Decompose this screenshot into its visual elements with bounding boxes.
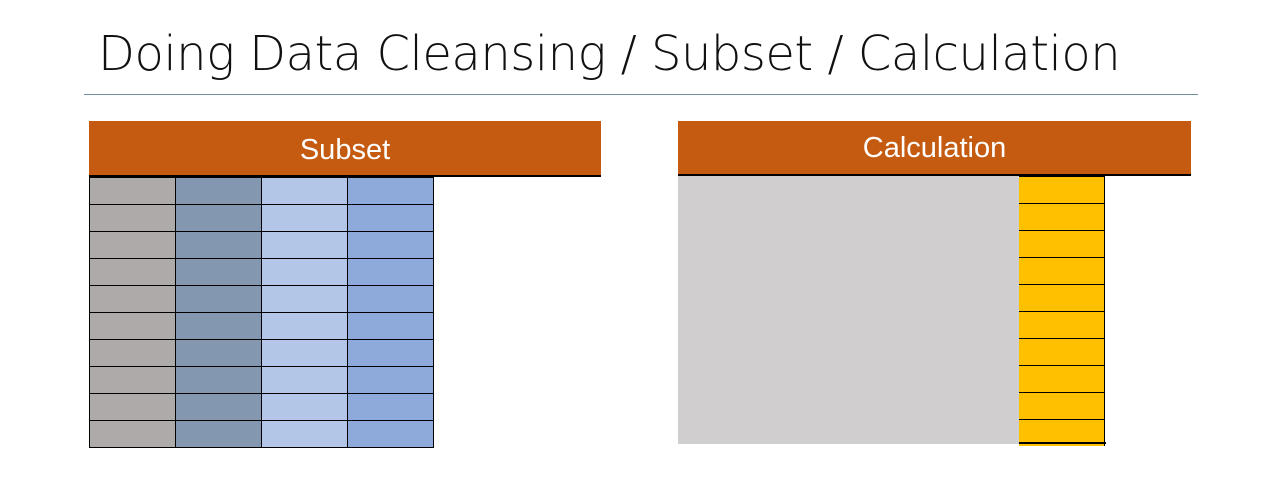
subset-cell	[261, 366, 348, 394]
subset-cell	[347, 258, 434, 286]
subset-cell	[175, 393, 262, 421]
subset-row	[89, 177, 434, 205]
subset-cell	[261, 285, 348, 313]
result-cell	[1019, 338, 1105, 366]
calculation-source-block	[678, 176, 1019, 444]
subset-cell	[89, 285, 176, 313]
subset-row	[89, 420, 434, 448]
result-cell	[1019, 419, 1105, 446]
result-row	[1019, 338, 1105, 366]
subset-cell	[89, 177, 176, 205]
subset-cell	[261, 258, 348, 286]
subset-cell	[347, 231, 434, 259]
subset-cell	[261, 204, 348, 232]
subset-cell	[175, 231, 262, 259]
subset-cell	[261, 312, 348, 340]
subset-cell	[175, 204, 262, 232]
subset-row	[89, 366, 434, 394]
result-cell	[1019, 311, 1105, 339]
subset-cell	[347, 312, 434, 340]
result-row	[1019, 203, 1105, 231]
result-row	[1019, 284, 1105, 312]
subset-row	[89, 312, 434, 340]
result-cell	[1019, 203, 1105, 231]
subset-cell	[261, 393, 348, 421]
subset-row	[89, 339, 434, 367]
subset-cell	[175, 366, 262, 394]
result-cell	[1019, 257, 1105, 285]
subset-cell	[89, 258, 176, 286]
subset-cell	[89, 339, 176, 367]
result-cell	[1019, 176, 1105, 204]
subset-row	[89, 258, 434, 286]
subset-cell	[261, 420, 348, 448]
subset-cell	[89, 393, 176, 421]
subset-cell	[347, 204, 434, 232]
subset-cell	[175, 420, 262, 448]
subset-cell	[347, 420, 434, 448]
result-row	[1019, 176, 1105, 204]
result-row	[1019, 257, 1105, 285]
calculation-header-underline	[678, 174, 1191, 176]
result-row	[1019, 311, 1105, 339]
subset-row	[89, 393, 434, 421]
result-cell	[1019, 392, 1105, 420]
subset-cell	[347, 177, 434, 205]
subset-row	[89, 231, 434, 259]
subset-cell	[261, 231, 348, 259]
subset-row	[89, 285, 434, 313]
calculation-result-column	[1019, 176, 1105, 446]
subset-cell	[347, 393, 434, 421]
result-row	[1019, 392, 1105, 420]
subset-cell	[347, 285, 434, 313]
subset-cell	[347, 339, 434, 367]
result-column-bottom	[1019, 442, 1106, 444]
subset-cell	[175, 258, 262, 286]
subset-header-label: Subset	[299, 134, 391, 166]
subset-cell	[175, 177, 262, 205]
subset-cell	[347, 366, 434, 394]
slide-title: Doing Data Cleansing / Subset / Calculat…	[98, 26, 1121, 82]
subset-cell	[261, 339, 348, 367]
title-divider	[84, 94, 1198, 95]
subset-cell	[175, 285, 262, 313]
result-cell	[1019, 230, 1105, 258]
subset-cell	[261, 177, 348, 205]
calculation-header: Calculation	[678, 121, 1191, 175]
subset-cell	[89, 312, 176, 340]
result-row	[1019, 365, 1105, 393]
calculation-header-label: Calculation	[862, 132, 1007, 164]
subset-cell	[175, 339, 262, 367]
subset-header: Subset	[89, 121, 601, 175]
result-cell	[1019, 284, 1105, 312]
subset-cell	[175, 312, 262, 340]
subset-row	[89, 204, 434, 232]
subset-cell	[89, 231, 176, 259]
subset-table	[89, 177, 434, 448]
subset-header-underline	[89, 175, 601, 177]
result-row	[1019, 230, 1105, 258]
subset-cell	[89, 366, 176, 394]
result-cell	[1019, 365, 1105, 393]
subset-cell	[89, 204, 176, 232]
result-row	[1019, 419, 1105, 446]
subset-cell	[89, 420, 176, 448]
